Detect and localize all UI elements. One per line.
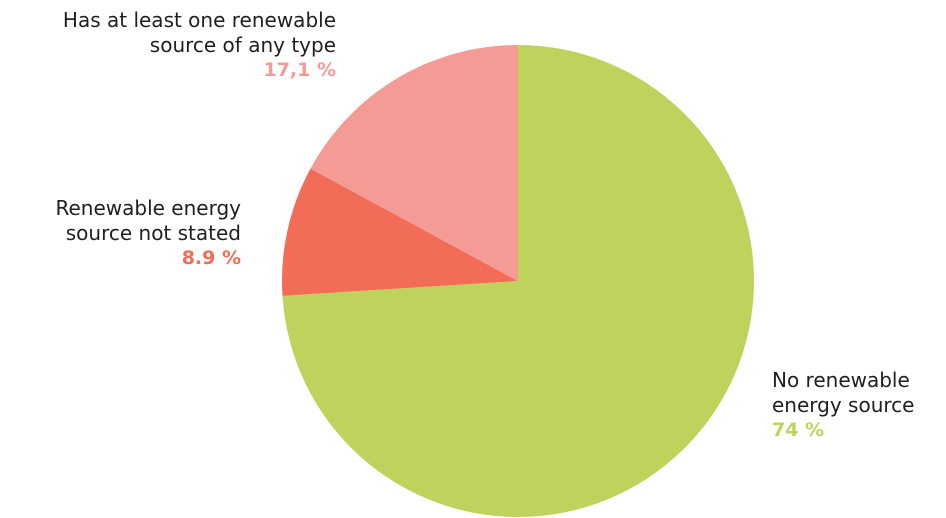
pie-slice-not-stated: [282, 168, 518, 296]
slice-label-no-renewable: No renewable energy source 74 %: [772, 368, 914, 443]
slice-percent-label: 17,1 %: [263, 59, 336, 81]
slice-label-has-renewable: Has at least one renewable source of any…: [63, 8, 336, 83]
slice-percent-label: 8.9 %: [181, 247, 241, 269]
slice-label-not-stated: Renewable energy source not stated 8.9 %: [56, 196, 242, 271]
slice-label-line: energy source: [772, 393, 915, 417]
slice-label-line: Has at least one renewable: [62, 8, 336, 32]
pie-slice-has-renewable: [310, 45, 518, 281]
pie-slice-no-renewable: [282, 45, 755, 517]
slice-percent-label: 74 %: [772, 419, 825, 441]
slice-label-line: source of any type: [149, 33, 336, 57]
slice-label-line: Renewable energy: [55, 196, 242, 220]
slice-label-line: source not stated: [65, 221, 241, 245]
slice-label-line: No renewable: [772, 368, 910, 392]
